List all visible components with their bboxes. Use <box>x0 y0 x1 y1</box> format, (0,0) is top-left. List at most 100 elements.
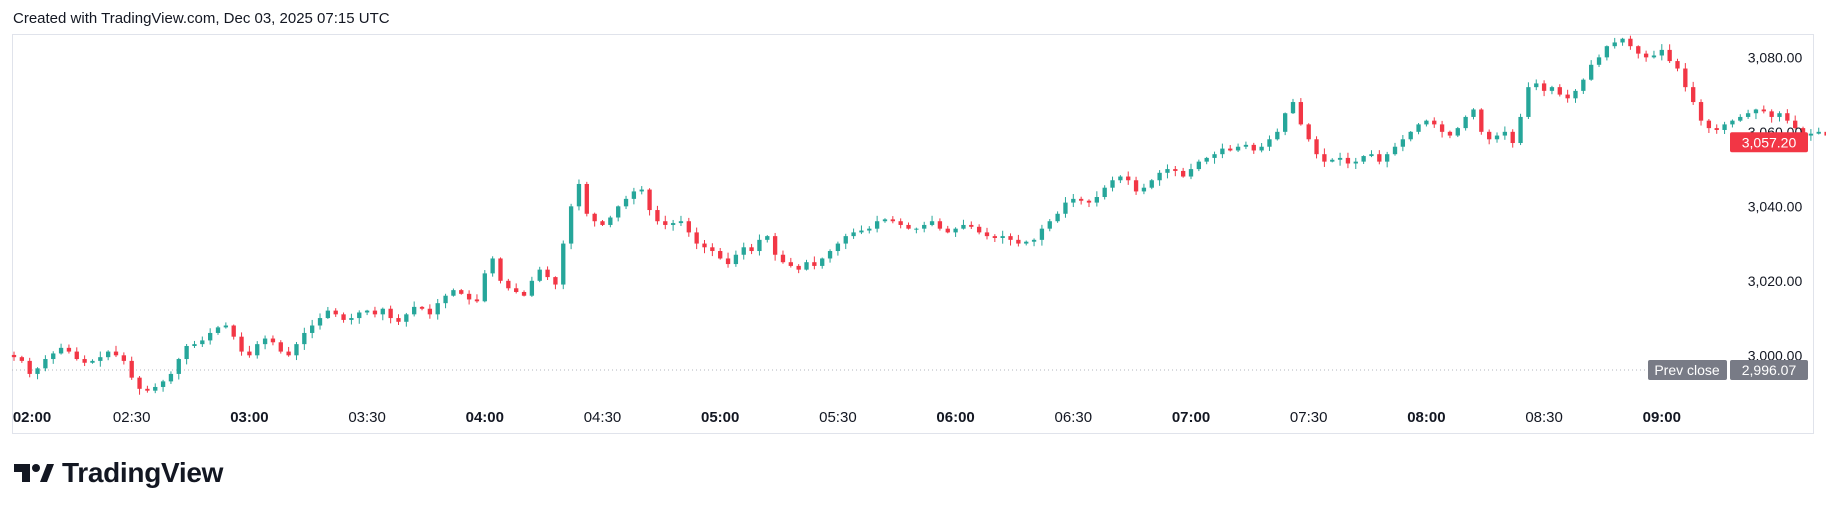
candle-body <box>1769 111 1774 117</box>
candle-body <box>1816 131 1821 134</box>
time-axis-label: 03:30 <box>348 409 386 426</box>
candle-body <box>90 360 95 363</box>
candle-body <box>325 310 331 319</box>
candle-body <box>404 314 409 322</box>
candle-body <box>357 312 362 319</box>
candle-body <box>1761 109 1766 112</box>
time-axis-label: 04:00 <box>466 409 504 426</box>
candle-body <box>843 236 848 244</box>
candle-body <box>1173 169 1178 171</box>
prev-close-value: 2,996.07 <box>1742 362 1797 378</box>
candle-body <box>1345 157 1351 164</box>
time-axis-label: 02:00 <box>13 409 51 426</box>
candle-body <box>1683 68 1688 88</box>
candle-body <box>380 308 385 315</box>
candle-body <box>655 210 660 222</box>
candle-body <box>1793 120 1798 129</box>
candle-body <box>1651 55 1657 58</box>
candle-body <box>976 226 982 233</box>
candle-body <box>639 189 644 192</box>
time-axis-label: 06:30 <box>1055 409 1093 426</box>
candle-body <box>27 360 32 374</box>
candle-body <box>364 310 370 313</box>
candle-body <box>1157 172 1162 181</box>
candle-body <box>176 359 181 374</box>
candle-body <box>1078 198 1084 201</box>
candle-body <box>1526 87 1531 117</box>
candle-body <box>1322 154 1327 162</box>
candle-body <box>529 280 535 296</box>
candle-body <box>1455 128 1460 136</box>
candle-body <box>710 247 715 252</box>
candle-body <box>922 224 927 229</box>
candle-body <box>1337 157 1343 160</box>
candle-body <box>459 290 464 294</box>
candle-body <box>1471 109 1476 117</box>
candle-body <box>718 251 723 259</box>
candle-body <box>43 359 48 369</box>
candle-body <box>1024 241 1029 244</box>
candle-body <box>1620 38 1625 43</box>
candle-body <box>1557 87 1562 95</box>
candle-body <box>1392 146 1398 155</box>
candle-body <box>278 342 283 352</box>
price-axis-label: 3,040.00 <box>1748 198 1803 214</box>
candle-body <box>663 221 668 225</box>
candle-body <box>1055 213 1060 222</box>
candle-body <box>953 228 958 233</box>
candle-body <box>937 221 943 229</box>
candle-body <box>1228 148 1233 151</box>
candle-body <box>600 221 605 225</box>
candle-body <box>694 232 699 244</box>
candle-body <box>1706 120 1712 129</box>
candle-body <box>153 386 158 391</box>
candle-body <box>1487 131 1492 140</box>
candle-body <box>498 258 503 281</box>
candle-body <box>66 347 72 352</box>
candle-body <box>670 223 676 225</box>
candle-body <box>1377 154 1382 162</box>
candle-body <box>592 213 597 222</box>
candle-body <box>1785 113 1790 121</box>
candle-body <box>859 230 864 233</box>
candle-body <box>121 355 127 361</box>
candle-body <box>1691 87 1696 103</box>
candle-body <box>741 247 746 255</box>
candle-body <box>678 221 684 224</box>
candle-body <box>1071 198 1076 203</box>
candle-body <box>1573 90 1578 99</box>
prev-close-label-badge <box>1648 359 1727 380</box>
candle-body <box>1479 109 1484 132</box>
candle-body <box>1369 154 1374 157</box>
candle-body <box>1667 49 1672 62</box>
candle-body <box>137 377 142 389</box>
last-price-badge <box>1730 132 1808 153</box>
candlestick-chart[interactable]: 3,080.003,060.003,040.003,020.003,000.00… <box>0 0 1826 440</box>
candle-body <box>1643 53 1649 58</box>
candle-body <box>835 243 841 252</box>
candle-body <box>914 228 919 230</box>
candle-body <box>1424 120 1429 125</box>
candle-body <box>1581 79 1586 91</box>
candle-body <box>466 293 472 300</box>
prev-close-value-badge <box>1730 359 1808 380</box>
candle-body <box>1636 46 1641 54</box>
candle-body <box>1447 131 1453 136</box>
candle-body <box>1298 102 1304 125</box>
candle-body <box>584 183 589 214</box>
candle-body <box>961 224 966 229</box>
candle-body <box>482 273 487 302</box>
candle-body <box>1094 197 1099 203</box>
candle-body <box>882 219 888 222</box>
candle-body <box>1243 144 1249 147</box>
candle-body <box>1604 46 1610 58</box>
candle-body <box>757 239 762 252</box>
candle-body <box>1439 124 1445 132</box>
time-axis-label: 06:00 <box>936 409 974 426</box>
candle-body <box>725 258 731 265</box>
tradingview-logo[interactable]: TradingView <box>14 457 223 489</box>
candle-body <box>200 340 205 345</box>
candle-body <box>1188 169 1194 177</box>
candle-body <box>74 351 79 360</box>
candle-body <box>333 310 338 315</box>
